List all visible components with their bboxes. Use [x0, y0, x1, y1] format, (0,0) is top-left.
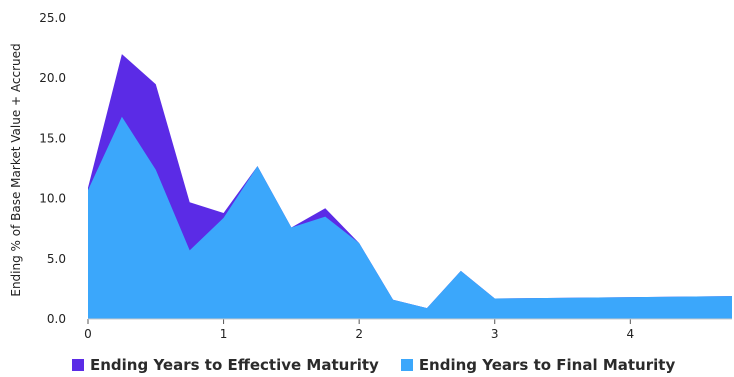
x-tick-label: 1 — [220, 327, 228, 341]
final-data-point[interactable] — [120, 115, 124, 119]
final-data-point[interactable] — [357, 241, 361, 245]
legend-item-final-maturity[interactable]: Ending Years to Final Maturity — [400, 356, 676, 374]
final-data-point[interactable] — [730, 294, 734, 298]
plot-area — [86, 52, 734, 320]
final-data-point[interactable] — [255, 164, 259, 168]
legend: Ending Years to Effective Maturity Endin… — [72, 356, 697, 374]
x-tick-label: 3 — [491, 327, 499, 341]
y-tick-label: 20.0 — [39, 71, 66, 85]
legend-swatch-final — [400, 359, 413, 371]
final-data-point[interactable] — [86, 188, 90, 192]
legend-swatch-effective — [72, 359, 84, 371]
effective-data-point[interactable] — [120, 52, 124, 56]
area-series-final-maturity[interactable] — [88, 116, 732, 319]
y-tick-label: 25.0 — [39, 11, 66, 25]
effective-data-point[interactable] — [222, 211, 226, 215]
legend-label-effective: Ending Years to Effective Maturity — [90, 356, 379, 374]
x-tick-label: 0 — [84, 327, 92, 341]
effective-data-point[interactable] — [188, 200, 192, 204]
x-axis: 0 1 2 3 4 — [84, 319, 634, 341]
y-tick-label: 15.0 — [39, 131, 66, 145]
x-tick-label: 2 — [355, 327, 363, 341]
legend-label-final: Ending Years to Final Maturity — [418, 356, 676, 374]
final-data-point[interactable] — [425, 306, 429, 310]
final-data-point[interactable] — [289, 225, 293, 229]
effective-data-point[interactable] — [154, 82, 158, 86]
final-data-point[interactable] — [154, 168, 158, 172]
y-tick-label: 10.0 — [39, 192, 66, 206]
legend-item-effective-maturity[interactable]: Ending Years to Effective Maturity — [72, 356, 379, 374]
x-tick-label: 4 — [626, 327, 634, 341]
final-data-point[interactable] — [222, 216, 226, 220]
final-data-point[interactable] — [459, 269, 463, 273]
final-data-point[interactable] — [188, 248, 192, 252]
final-data-point[interactable] — [391, 298, 395, 302]
area-chart: 0.0 5.0 10.0 15.0 20.0 25.0 0 1 2 3 4 Ending % of… — [9, 11, 734, 341]
y-axis-label: Ending % of Base Market Value + Accrued — [9, 43, 23, 296]
effective-data-point[interactable] — [323, 206, 327, 210]
y-axis: 0.0 5.0 10.0 15.0 20.0 25.0 — [39, 11, 66, 326]
final-data-point[interactable] — [493, 297, 497, 301]
y-tick-label: 0.0 — [47, 312, 66, 326]
y-tick-label: 5.0 — [47, 252, 66, 266]
final-data-point[interactable] — [323, 215, 327, 219]
